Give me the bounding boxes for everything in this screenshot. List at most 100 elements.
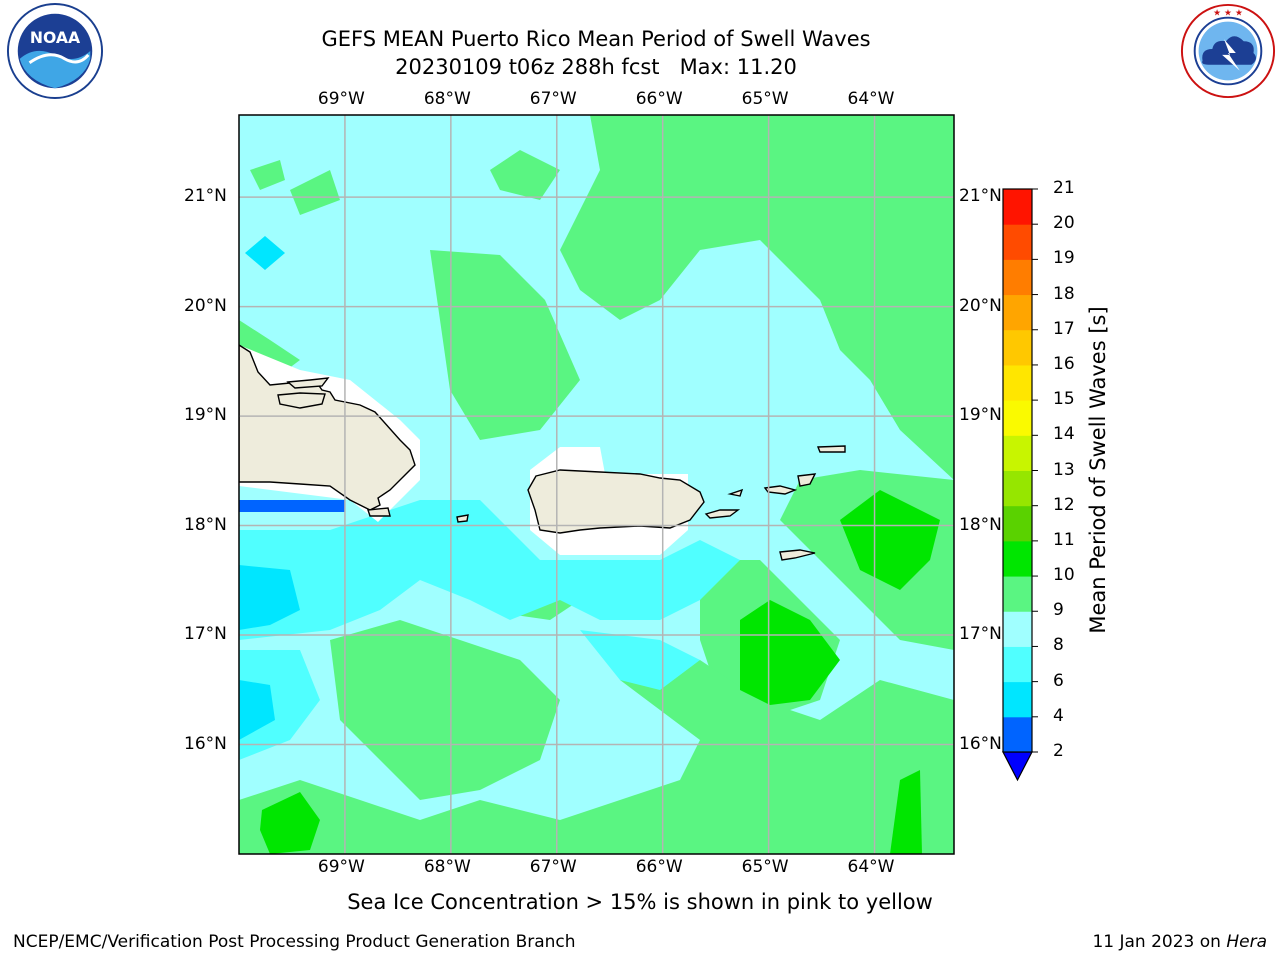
colorbar-label: 14: [1053, 424, 1075, 445]
colorbar-label: 6: [1053, 670, 1064, 691]
map-gridlines: [239, 115, 954, 854]
island: [763, 485, 798, 495]
colorbar-label: 17: [1053, 318, 1075, 339]
field-zone-9-10: [330, 620, 560, 800]
field-zone-6-8: [239, 500, 740, 640]
colorbar-segment: [1003, 505, 1032, 542]
colorbar-segment: [1003, 400, 1032, 436]
chart-title-line1: GEFS MEAN Puerto Rico Mean Period of Swe…: [321, 27, 871, 51]
footer-host: Hera: [1226, 932, 1267, 952]
lon-tick-bottom: 64°W: [847, 857, 895, 877]
sea-ice-note: Sea Ice Concentration > 15% is shown in …: [347, 890, 933, 914]
field-zone-9-10: [490, 150, 560, 200]
colorbar-label: 21: [1053, 178, 1075, 198]
colorbar-label: 4: [1053, 705, 1064, 726]
lon-tick-top: 68°W: [423, 89, 471, 109]
colorbar-label: 12: [1053, 494, 1075, 515]
svg-text:★ ★ ★: ★ ★ ★: [1213, 9, 1243, 19]
colorbar-segment: [1003, 294, 1032, 331]
lat-tick-right: 17°N: [959, 624, 1002, 645]
colorbar-label: 10: [1053, 565, 1075, 586]
colorbar-segment: [1003, 329, 1032, 366]
field-zone-4-6: [245, 236, 285, 270]
field-zone-9-10: [430, 250, 580, 440]
lat-tick-left: 21°N: [184, 186, 227, 207]
lat-tick-right: 20°N: [959, 295, 1002, 316]
colorbar: [1002, 188, 1038, 782]
field-zone-9-10: [239, 660, 954, 854]
colorbar-label: 9: [1053, 600, 1064, 621]
field-zone-6-8: [239, 650, 320, 760]
puerto-rico-land: [527, 469, 705, 534]
colorbar-label: 19: [1053, 248, 1075, 269]
colorbar-label: 11: [1053, 529, 1075, 550]
colorbar-segment: [1003, 364, 1032, 401]
colorbar-extend-min: [1002, 751, 1033, 782]
colorbar-segment: [1003, 189, 1032, 225]
colorbar-title: Mean Period of Swell Waves [s]: [1086, 306, 1110, 634]
colorbar-segment: [1003, 646, 1032, 683]
lon-tick-top: 66°W: [635, 89, 683, 109]
island: [456, 514, 469, 523]
footer-branch: NCEP/EMC/Verification Post Processing Pr…: [13, 932, 576, 952]
island: [727, 488, 744, 497]
island: [797, 473, 817, 487]
field-zone-10-11: [890, 770, 922, 854]
lat-tick-right: 21°N: [959, 186, 1002, 207]
field-zone-2-4: [239, 500, 345, 512]
field-zone-9-10: [290, 170, 340, 215]
colorbar-label: 20: [1053, 213, 1075, 234]
colorbar-label: 16: [1053, 353, 1075, 374]
colorbar-label: 13: [1053, 459, 1075, 480]
colorbar-segment: [1003, 576, 1032, 612]
lat-tick-right: 19°N: [959, 405, 1002, 426]
colorbar-segment: [1003, 716, 1032, 753]
swell-period-field: [239, 115, 954, 854]
footer-date-text: 11 Jan 2023 on: [1092, 932, 1227, 952]
lon-tick-top: 65°W: [741, 89, 789, 109]
lat-tick-left: 18°N: [184, 514, 227, 535]
field-zone-10-11: [840, 490, 940, 590]
lon-tick-bottom: 68°W: [423, 857, 471, 877]
chart-title-line2: 20230109 t06z 288h fcst Max: 11.20: [395, 55, 797, 79]
lon-tick-bottom: 65°W: [741, 857, 789, 877]
island: [816, 445, 846, 453]
island: [367, 507, 391, 517]
lon-tick-bottom: 67°W: [529, 857, 577, 877]
colorbar-segment: [1003, 681, 1032, 718]
map-frame: [238, 114, 955, 855]
lon-tick-top: 67°W: [529, 89, 577, 109]
footer-date: 11 Jan 2023 on Hera: [1092, 932, 1267, 952]
nws-logo: ★ ★ ★: [1180, 3, 1276, 99]
field-zone-10-11: [740, 600, 840, 705]
island: [277, 392, 326, 409]
lat-tick-right: 16°N: [959, 733, 1002, 754]
colorbar-segment: [1003, 540, 1032, 577]
colorbar-segment: [1003, 611, 1032, 647]
field-zone-4-6: [239, 565, 300, 630]
lat-tick-left: 20°N: [184, 295, 227, 316]
colorbar-segment: [1003, 259, 1032, 296]
colorbar-label: 2: [1053, 741, 1064, 761]
colorbar-segment: [1003, 435, 1032, 471]
colorbar-label: 15: [1053, 389, 1075, 410]
colorbar-label: 18: [1053, 283, 1075, 304]
island: [704, 509, 741, 519]
field-zone-4-6: [239, 680, 275, 740]
lon-tick-top: 69°W: [317, 89, 365, 109]
colorbar-segment: [1003, 224, 1032, 260]
lon-tick-top: 64°W: [847, 89, 895, 109]
colorbar-label: 8: [1053, 635, 1064, 656]
lat-tick-left: 17°N: [184, 624, 227, 645]
noaa-logo: NOAA: [6, 2, 104, 100]
lat-tick-left: 19°N: [184, 405, 227, 426]
island: [779, 549, 816, 561]
island: [286, 377, 330, 389]
noaa-logo-text: NOAA: [30, 28, 81, 47]
lon-tick-bottom: 69°W: [317, 857, 365, 877]
field-zone-9-10: [560, 115, 954, 480]
field-zone-10-11: [260, 792, 320, 854]
colorbar-segment: [1003, 470, 1032, 507]
lat-tick-right: 18°N: [959, 514, 1002, 535]
